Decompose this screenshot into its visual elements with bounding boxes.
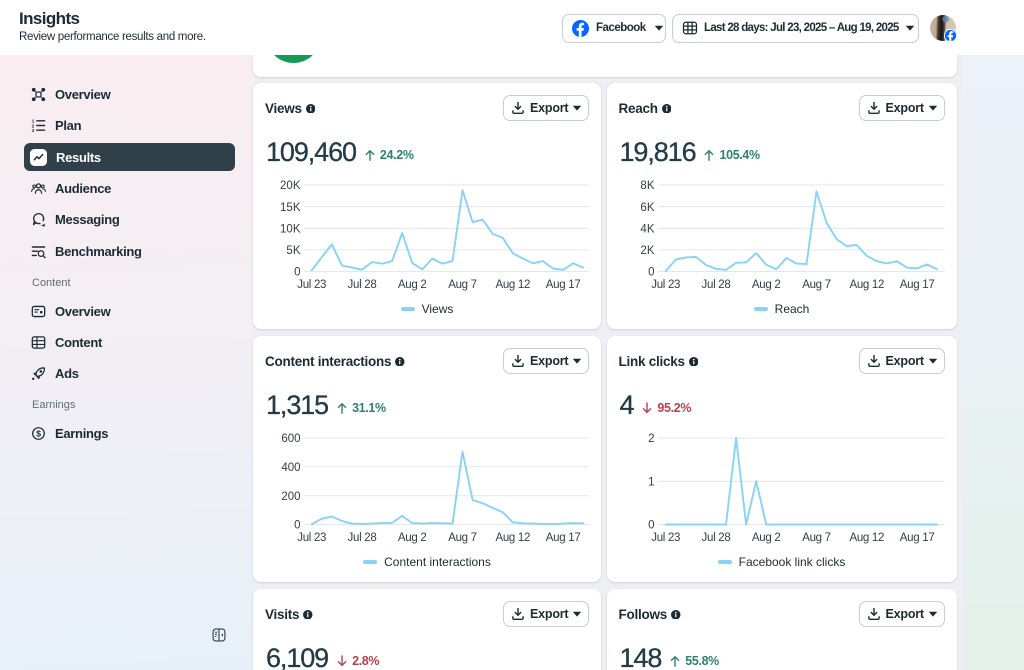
svg-text:Jul 23: Jul 23 (651, 532, 680, 544)
svg-text:2: 2 (32, 123, 35, 129)
svg-text:Aug 7: Aug 7 (802, 279, 831, 291)
svg-text:2: 2 (648, 433, 654, 445)
svg-text:3: 3 (32, 128, 35, 133)
svg-text:Aug 12: Aug 12 (849, 532, 884, 544)
svg-text:Aug 12: Aug 12 (495, 532, 530, 544)
svg-text:0: 0 (648, 267, 654, 279)
svg-text:8K: 8K (640, 180, 654, 192)
svg-text:Aug 2: Aug 2 (398, 532, 427, 544)
svg-text:Jul 28: Jul 28 (701, 532, 730, 544)
svg-text:Aug 2: Aug 2 (751, 532, 780, 544)
svg-text:Aug 17: Aug 17 (546, 279, 581, 291)
svg-text:2K: 2K (640, 245, 654, 257)
svg-text:Jul 23: Jul 23 (297, 532, 326, 544)
svg-text:1: 1 (32, 118, 35, 124)
svg-text:10K: 10K (280, 223, 301, 235)
svg-text:Aug 17: Aug 17 (899, 532, 934, 544)
svg-text:200: 200 (281, 491, 300, 503)
svg-text:5K: 5K (286, 245, 300, 257)
svg-text:Aug 12: Aug 12 (495, 279, 530, 291)
svg-text:6K: 6K (640, 202, 654, 214)
svg-text:Jul 23: Jul 23 (297, 279, 326, 291)
svg-text:Aug 17: Aug 17 (546, 532, 581, 544)
svg-text:Aug 12: Aug 12 (849, 279, 884, 291)
svg-text:Aug 7: Aug 7 (448, 279, 477, 291)
svg-text:Jul 28: Jul 28 (348, 279, 377, 291)
svg-text:0: 0 (294, 267, 300, 279)
svg-text:Aug 7: Aug 7 (802, 532, 831, 544)
svg-text:$: $ (36, 428, 41, 438)
svg-text:0: 0 (294, 520, 300, 532)
svg-text:Jul 23: Jul 23 (651, 279, 680, 291)
svg-text:400: 400 (281, 462, 300, 474)
svg-text:20K: 20K (280, 180, 301, 192)
svg-text:15K: 15K (280, 202, 301, 214)
svg-text:Aug 7: Aug 7 (448, 532, 477, 544)
svg-text:0: 0 (648, 520, 654, 532)
svg-text:600: 600 (281, 433, 300, 445)
svg-text:Aug 2: Aug 2 (398, 279, 427, 291)
svg-text:Aug 2: Aug 2 (751, 279, 780, 291)
svg-text:4K: 4K (640, 223, 654, 235)
svg-text:1: 1 (648, 476, 654, 488)
svg-text:Jul 28: Jul 28 (701, 279, 730, 291)
svg-text:Jul 28: Jul 28 (348, 532, 377, 544)
svg-text:Aug 17: Aug 17 (899, 279, 934, 291)
